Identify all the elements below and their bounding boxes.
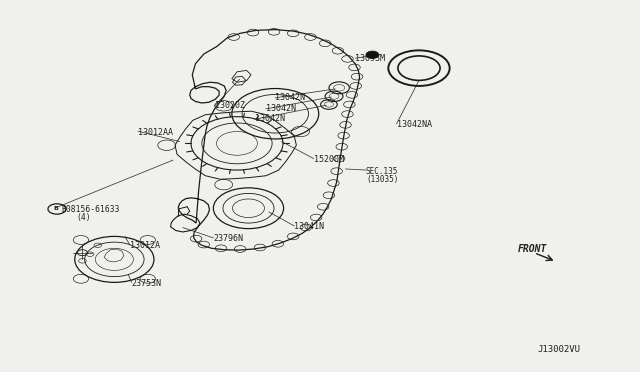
Text: 15200M: 15200M: [314, 155, 344, 164]
Text: 13012AA: 13012AA: [138, 128, 173, 137]
Text: (4): (4): [76, 213, 91, 222]
Text: 23753N: 23753N: [132, 279, 162, 288]
Text: B08156-61633: B08156-61633: [61, 205, 120, 214]
Text: 13020Z: 13020Z: [214, 101, 244, 110]
Circle shape: [366, 51, 379, 58]
Text: 13042N: 13042N: [275, 93, 305, 102]
Text: SEC.135: SEC.135: [366, 167, 398, 176]
Text: 13041N: 13041N: [294, 222, 324, 231]
Text: B: B: [54, 206, 59, 211]
Text: 13042N: 13042N: [255, 114, 285, 123]
Text: 13042NA: 13042NA: [397, 121, 431, 129]
Text: FRONT: FRONT: [518, 244, 547, 254]
Text: J13002VU: J13002VU: [537, 344, 580, 353]
Text: 23796N: 23796N: [213, 234, 243, 243]
Text: 13093M: 13093M: [355, 54, 385, 62]
Text: 13042N: 13042N: [266, 104, 296, 113]
Text: (13035): (13035): [366, 175, 398, 184]
Text: 13012A: 13012A: [130, 241, 160, 250]
